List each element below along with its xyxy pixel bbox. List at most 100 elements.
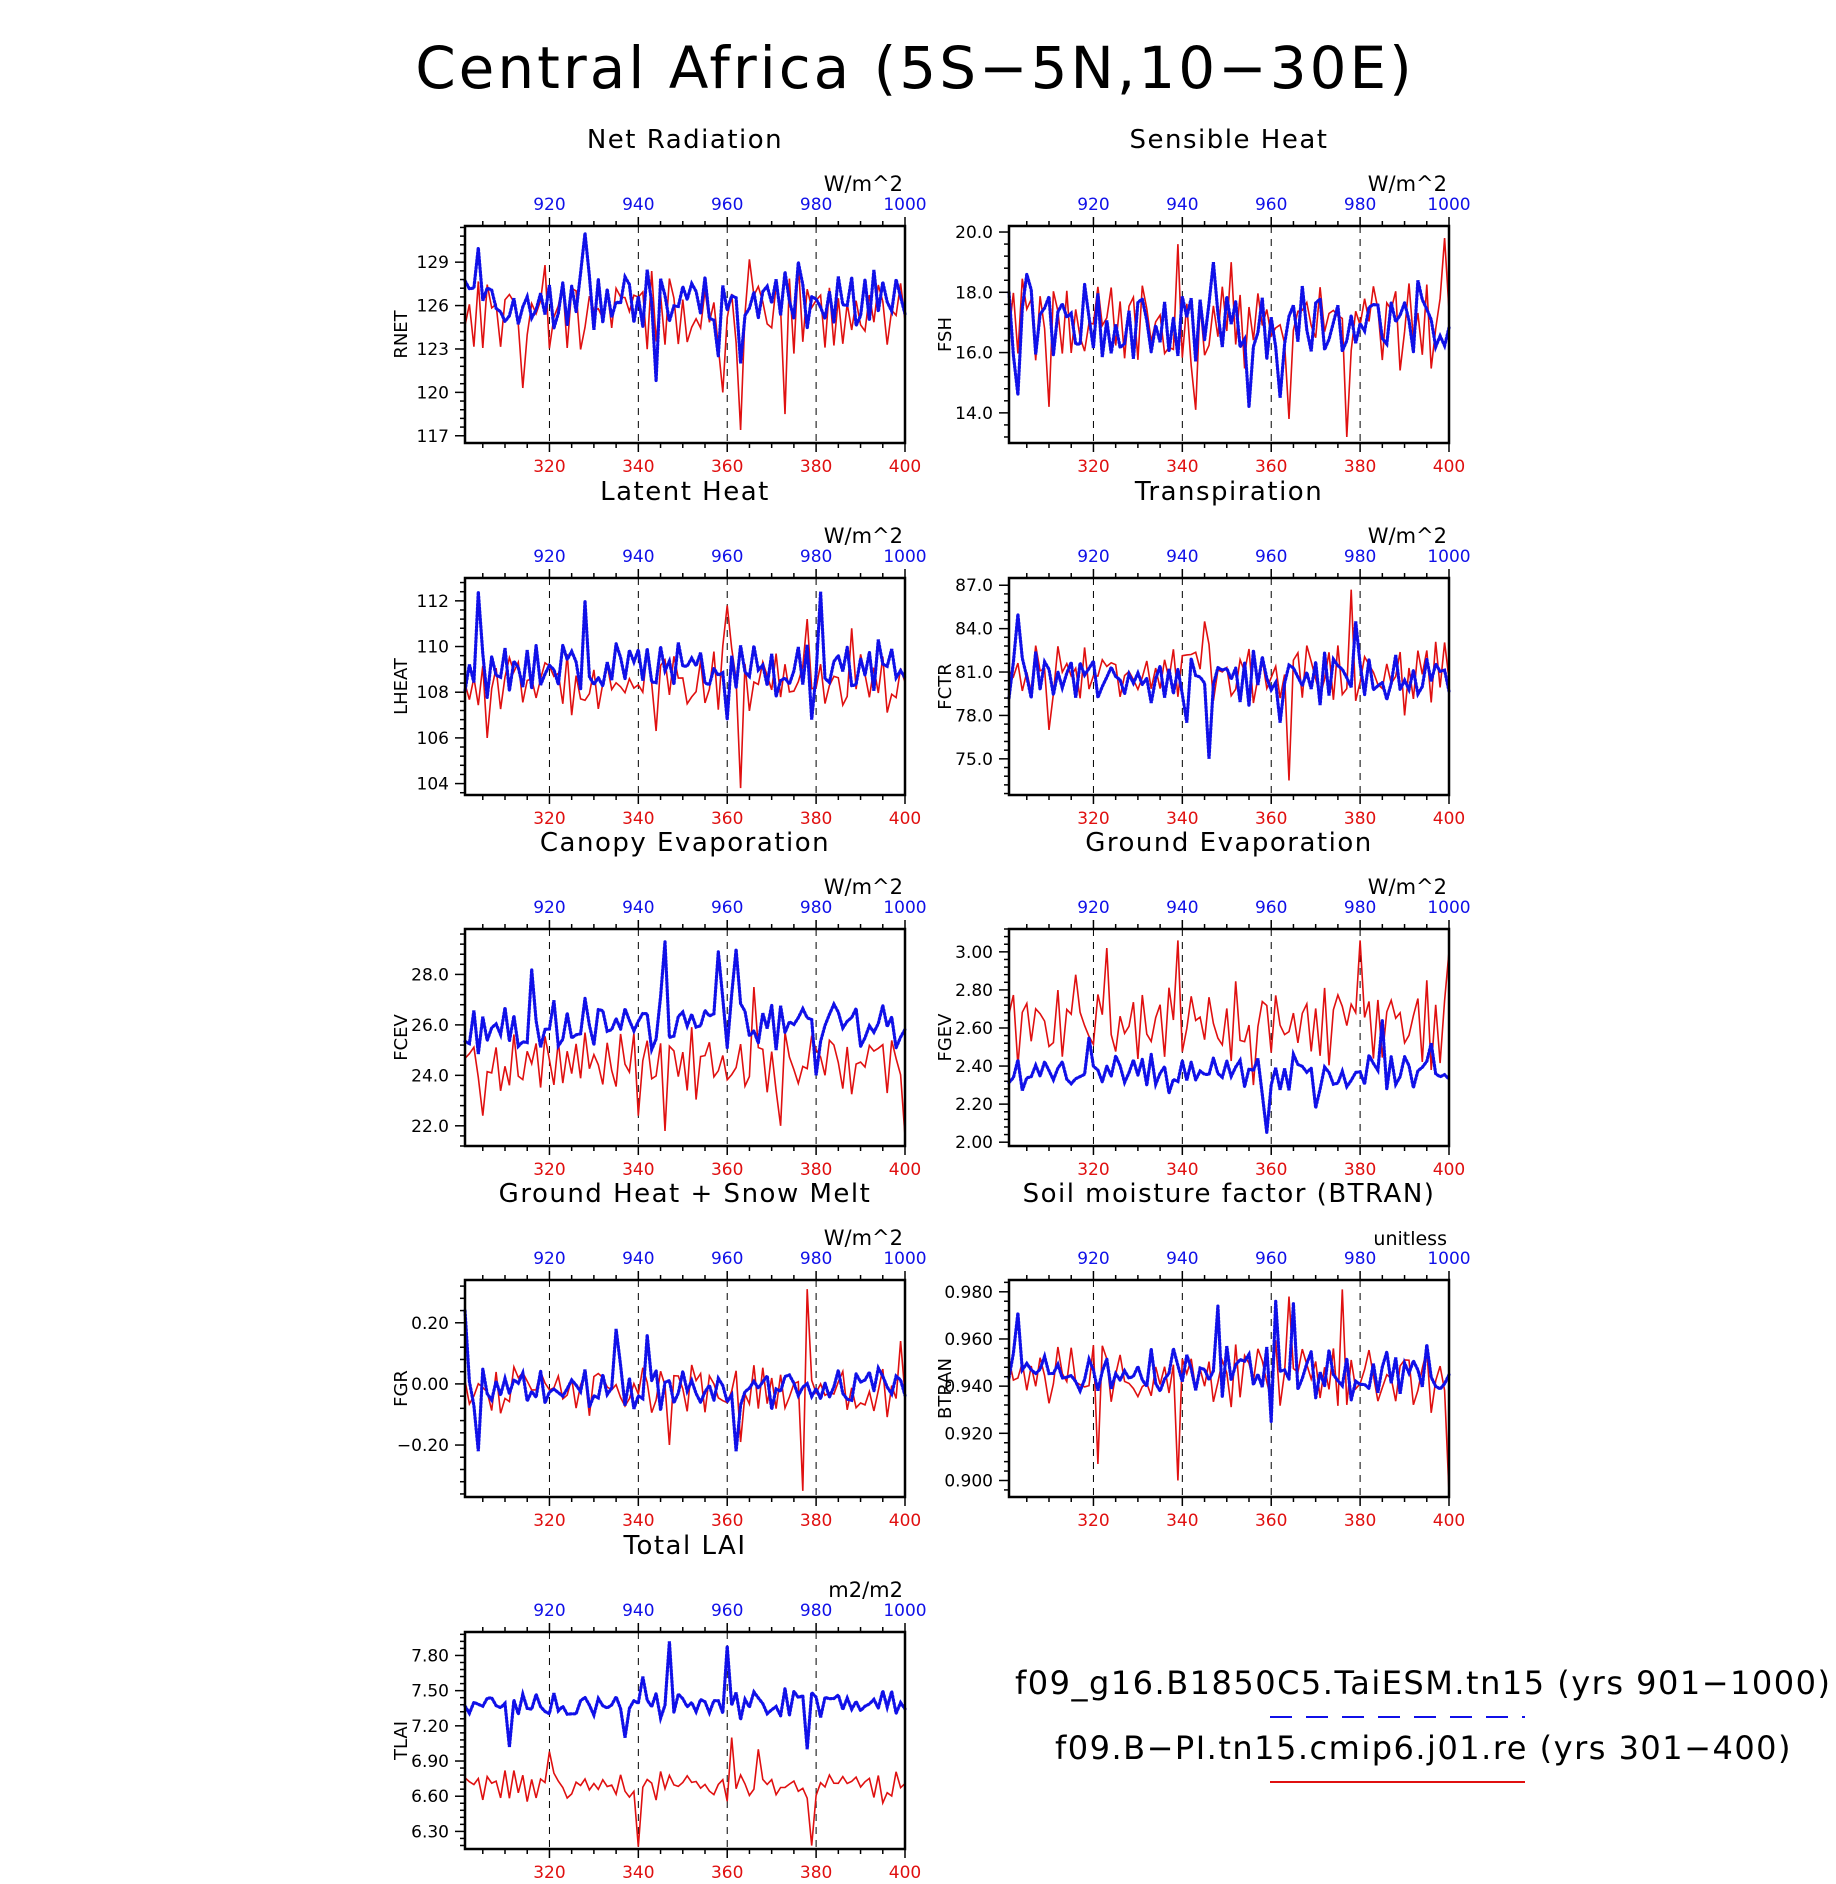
y-axis-label: RNET [391, 309, 412, 358]
units-label: W/m^2 [824, 172, 903, 196]
x-tick-label-bottom: 320 [1077, 809, 1109, 829]
plot-frame [463, 1630, 907, 1851]
x-tick-label-top: 920 [533, 195, 565, 215]
x-tick-label-bottom: 360 [1255, 1511, 1287, 1531]
x-tick-label-bottom: 400 [889, 809, 921, 829]
x-tick-label-top: 980 [1344, 898, 1376, 918]
plot-frame [1007, 927, 1451, 1148]
panel-fcev: Canopy Evaporation W/m^2 320 340 360 380 400 92… [391, 828, 927, 1180]
panel-lheat: Latent Heat W/m^2 320 340 360 380 400 920 940 960… [391, 477, 927, 829]
panel-title: Canopy Evaporation [540, 828, 830, 858]
x-tick-label-bottom: 320 [1077, 1511, 1109, 1531]
y-tick-label: 117 [417, 427, 449, 447]
y-tick-label: 2.60 [955, 1019, 993, 1039]
units-label: m2/m2 [828, 1578, 903, 1602]
y-tick-label: 110 [417, 638, 449, 658]
x-tick-label-top: 1000 [883, 195, 926, 215]
x-tick-label-top: 940 [1166, 1249, 1198, 1269]
plot-frame [1007, 576, 1451, 797]
panel-title: Total LAI [622, 1531, 746, 1561]
x-tick-label-bottom: 360 [1255, 457, 1287, 477]
x-tick-label-top: 940 [622, 898, 654, 918]
series-line-red [1008, 238, 1450, 438]
y-tick-label: 123 [417, 340, 449, 360]
y-tick-label: 2.80 [955, 981, 993, 1001]
x-tick-label-bottom: 360 [711, 1863, 743, 1883]
x-tick-label-bottom: 320 [533, 809, 565, 829]
x-tick-label-bottom: 400 [889, 1160, 921, 1180]
x-tick-label-bottom: 400 [1433, 1511, 1465, 1531]
series-line-blue [463, 1641, 907, 1750]
y-tick-label: 87.0 [955, 576, 993, 596]
x-tick-label-top: 920 [533, 1249, 565, 1269]
x-tick-label-top: 960 [1255, 547, 1287, 567]
x-tick-label-top: 940 [1166, 195, 1198, 215]
legend-red-label: f09.B−PI.tn15.cmip6.j01.re (yrs 301−400) [1055, 1729, 1792, 1767]
y-tick-label: 3.00 [955, 943, 993, 963]
series-line-red [1008, 940, 1450, 1086]
x-tick-label-top: 1000 [1427, 547, 1470, 567]
panel-tlai: Total LAI m2/m2 320 340 360 380 400 920 940 960 98… [391, 1531, 927, 1883]
x-tick-label-bottom: 360 [1255, 809, 1287, 829]
x-tick-label-bottom: 400 [1433, 457, 1465, 477]
x-tick-label-bottom: 380 [1344, 457, 1376, 477]
y-tick-label: 2.40 [955, 1057, 993, 1077]
panel-title: Net Radiation [587, 125, 783, 155]
y-tick-label: 2.20 [955, 1095, 993, 1115]
panel-btran: Soil moisture factor (BTRAN) unitless 320 3… [935, 1179, 1471, 1531]
y-tick-label: 0.940 [944, 1377, 993, 1397]
plot-frame [1007, 1278, 1451, 1499]
x-tick-label-top: 980 [1344, 195, 1376, 215]
y-tick-label: 26.0 [411, 1016, 449, 1036]
y-tick-label: 14.0 [955, 404, 993, 424]
units-label: W/m^2 [824, 1226, 903, 1250]
x-tick-label-top: 980 [800, 898, 832, 918]
x-tick-label-bottom: 320 [1077, 1160, 1109, 1180]
x-tick-label-bottom: 400 [1433, 1160, 1465, 1180]
y-axis-label: BTRAN [935, 1358, 956, 1419]
x-tick-label-top: 920 [533, 547, 565, 567]
y-axis-label: TLAI [391, 1721, 412, 1761]
x-tick-label-top: 1000 [883, 547, 926, 567]
panel-fctr: Transpiration W/m^2 320 340 360 380 400 920 940 9… [935, 477, 1471, 829]
x-tick-label-bottom: 340 [622, 457, 654, 477]
y-tick-label: 28.0 [411, 965, 449, 985]
plot-frame [463, 927, 907, 1148]
y-tick-label: 0.960 [944, 1330, 993, 1350]
x-tick-label-bottom: 380 [800, 1863, 832, 1883]
x-tick-label-top: 960 [1255, 898, 1287, 918]
x-tick-label-bottom: 400 [889, 457, 921, 477]
units-label: W/m^2 [824, 524, 903, 548]
y-tick-label: 6.30 [411, 1822, 449, 1842]
panel-rnet: Net Radiation W/m^2 320 340 360 380 400 920 940 9… [391, 125, 927, 477]
panel-title: Ground Evaporation [1085, 828, 1372, 858]
x-tick-label-top: 920 [1077, 1249, 1109, 1269]
x-tick-label-top: 960 [711, 547, 743, 567]
x-tick-label-top: 980 [800, 547, 832, 567]
legend: f09_g16.B1850C5.TaiESM.tn15 (yrs 901−100… [1015, 1664, 1831, 1783]
plot-frame [463, 1278, 907, 1499]
x-tick-label-bottom: 340 [622, 1863, 654, 1883]
y-tick-label: 7.80 [411, 1646, 449, 1666]
x-tick-label-bottom: 340 [1166, 809, 1198, 829]
x-tick-label-top: 1000 [883, 1249, 926, 1269]
y-tick-label: 0.00 [411, 1375, 449, 1395]
x-tick-label-top: 920 [1077, 898, 1109, 918]
legend-blue-label: f09_g16.B1850C5.TaiESM.tn15 (yrs 901−100… [1015, 1664, 1831, 1702]
x-tick-label-bottom: 360 [711, 809, 743, 829]
x-tick-label-top: 920 [533, 898, 565, 918]
panel-title: Sensible Heat [1130, 125, 1329, 155]
x-tick-label-top: 940 [1166, 547, 1198, 567]
y-axis-label: FCTR [935, 663, 956, 709]
panel-fgr: Ground Heat + Snow Melt W/m^2 320 340 360 380… [391, 1179, 927, 1531]
y-tick-label: 7.50 [411, 1682, 449, 1702]
y-tick-label: 129 [417, 253, 449, 273]
y-tick-label: 104 [417, 775, 449, 795]
y-tick-label: 106 [417, 729, 449, 749]
x-tick-label-top: 1000 [1427, 1249, 1470, 1269]
series-line-blue [463, 941, 907, 1076]
series-line-red [464, 605, 906, 789]
series-line-blue [463, 591, 907, 720]
x-tick-label-bottom: 380 [800, 809, 832, 829]
panel-title: Soil moisture factor (BTRAN) [1023, 1179, 1436, 1209]
